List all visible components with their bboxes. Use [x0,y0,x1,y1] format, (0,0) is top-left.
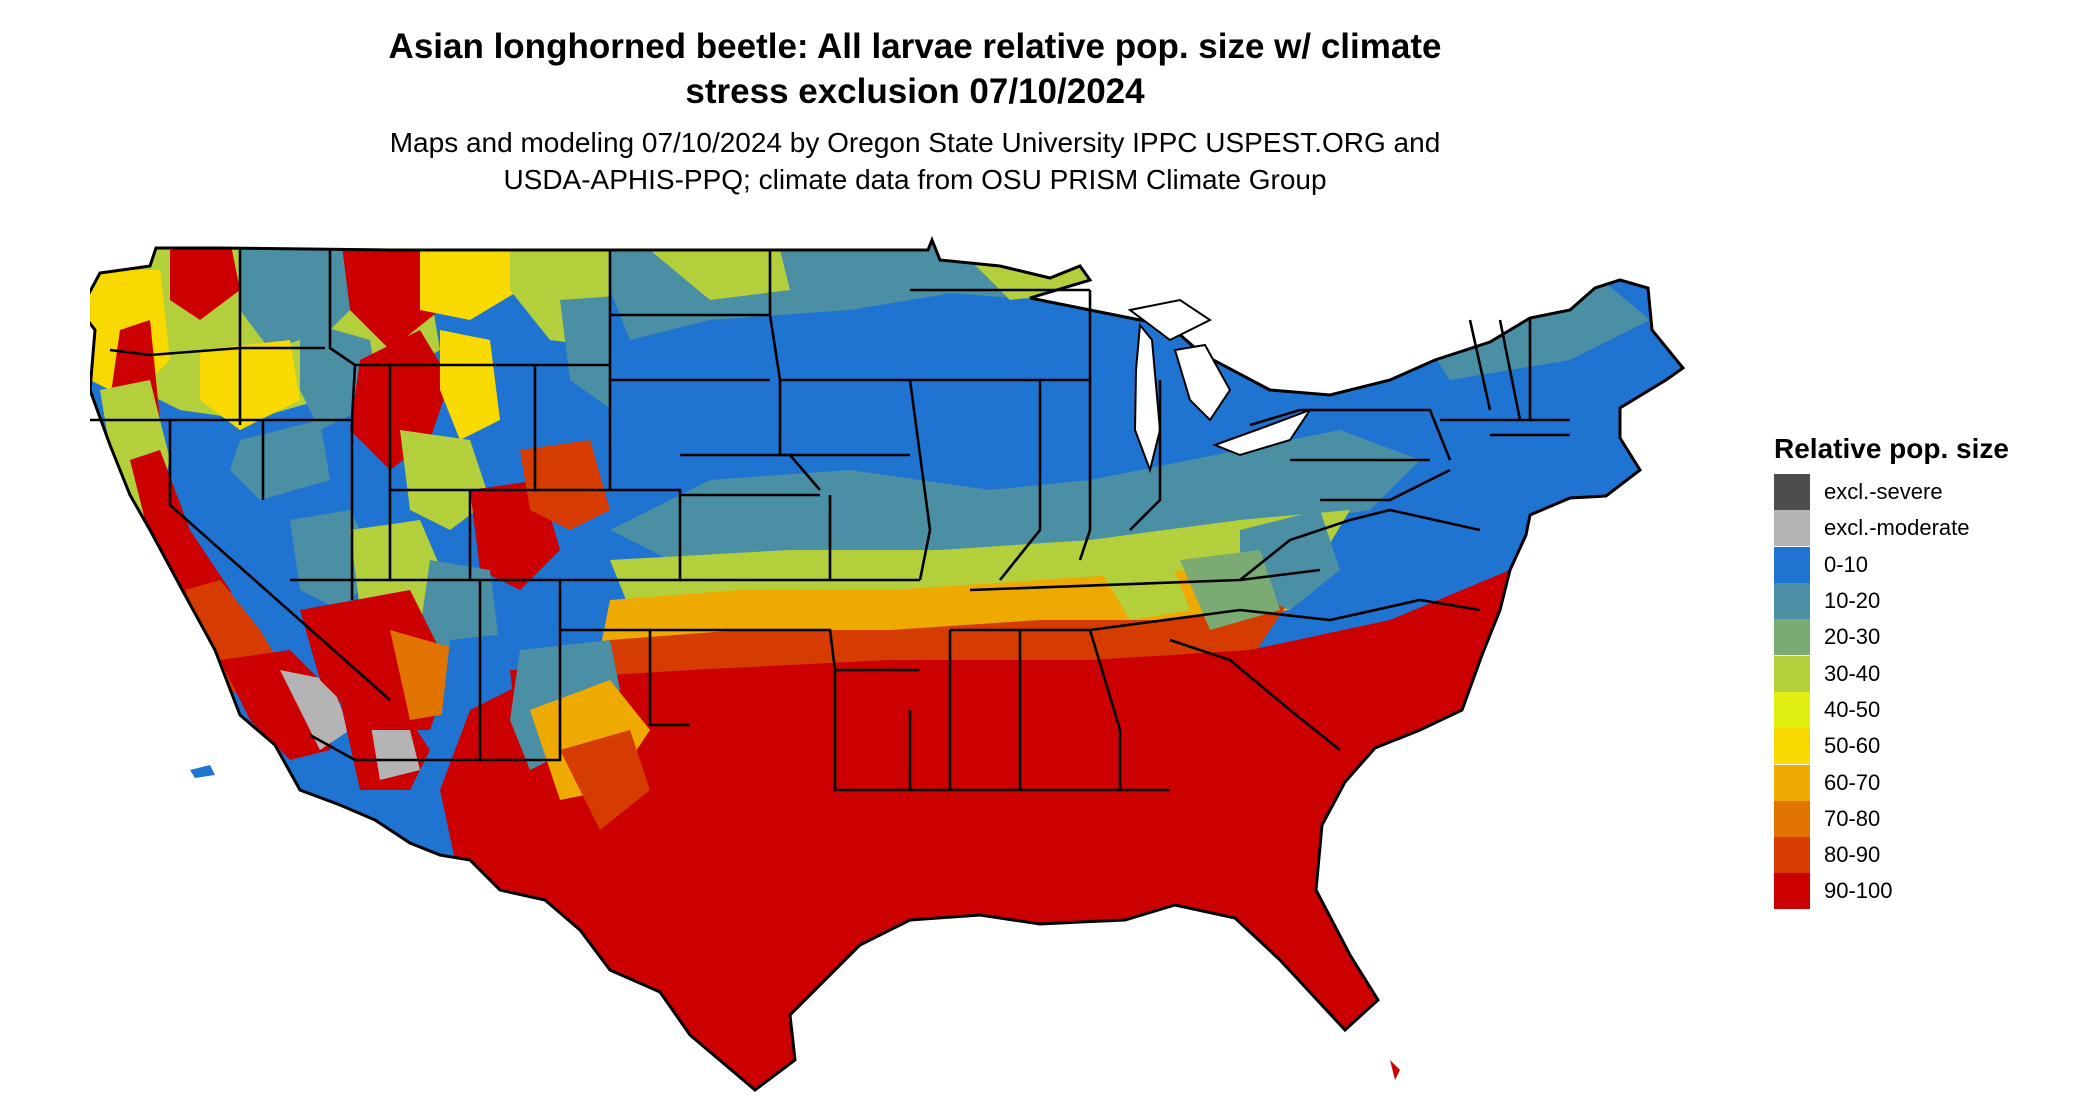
legend-item: 90-100 [1774,873,2094,910]
legend-item: 20-30 [1774,619,2094,656]
lake-superior [1127,298,1212,342]
florida-keys [1390,1060,1400,1080]
legend-label: 70-80 [1824,805,1881,831]
legend-swatch [1774,474,1810,511]
map-title-line-2: stress exclusion 07/10/2024 [685,72,1145,111]
legend-label: 10-20 [1824,588,1881,614]
legend-label: excl.-severe [1824,479,1943,505]
legend-item: 60-70 [1774,764,2094,801]
map-subtitle: Maps and modeling 07/10/2024 by Oregon S… [250,124,1580,198]
legend-label: 90-100 [1824,878,1893,904]
us-map-svg [78,235,1686,1092]
legend-swatch [1774,546,1810,583]
state-borders [90,250,1570,792]
legend-label: 80-90 [1824,842,1881,868]
legend-items: excl.-severe excl.-moderate 0-10 10-20 20-30… [1774,474,2094,910]
legend-item: 0-10 [1774,546,2094,583]
legend-swatch [1774,583,1810,620]
legend-label: 30-40 [1824,660,1881,686]
legend: Relative pop. size excl.-severe excl.-mod… [1774,432,2094,910]
map-subtitle-line-2: USDA-APHIS-PPQ; climate data from OSU PR… [503,164,1327,195]
legend-swatch [1774,800,1810,837]
legend-swatch [1774,764,1810,801]
legend-swatch [1774,655,1810,692]
legend-item: 30-40 [1774,655,2094,692]
legend-item: 70-80 [1774,800,2094,837]
map-title-line-1: Asian longhorned beetle: All larvae rela… [388,27,1442,66]
legend-item: 80-90 [1774,837,2094,874]
legend-label: 40-50 [1824,696,1881,722]
legend-swatch [1774,619,1810,656]
legend-label: excl.-moderate [1824,515,1970,541]
lake-huron [1173,343,1232,422]
channel-island [190,765,215,778]
legend-swatch [1774,691,1810,728]
legend-title: Relative pop. size [1774,433,2009,464]
legend-item: 10-20 [1774,583,2094,620]
map-title: Asian longhorned beetle: All larvae rela… [250,24,1580,114]
legend-label: 0-10 [1824,551,1869,577]
us-map [78,230,1740,1110]
legend-item: excl.-severe [1774,474,2094,511]
map-subtitle-line-1: Maps and modeling 07/10/2024 by Oregon S… [389,127,1441,158]
legend-item: 40-50 [1774,691,2094,728]
legend-swatch [1774,873,1810,910]
population-raster [80,240,1683,1090]
legend-label: 50-60 [1824,733,1881,759]
lake-michigan [1133,322,1162,474]
legend-item: 50-60 [1774,728,2094,765]
legend-label: 60-70 [1824,769,1881,795]
legend-label: 20-30 [1824,624,1881,650]
legend-swatch [1774,510,1810,547]
lake-erie [1212,407,1313,457]
legend-swatch [1774,728,1810,765]
legend-swatch [1774,837,1810,874]
legend-item: excl.-moderate [1774,510,2094,547]
